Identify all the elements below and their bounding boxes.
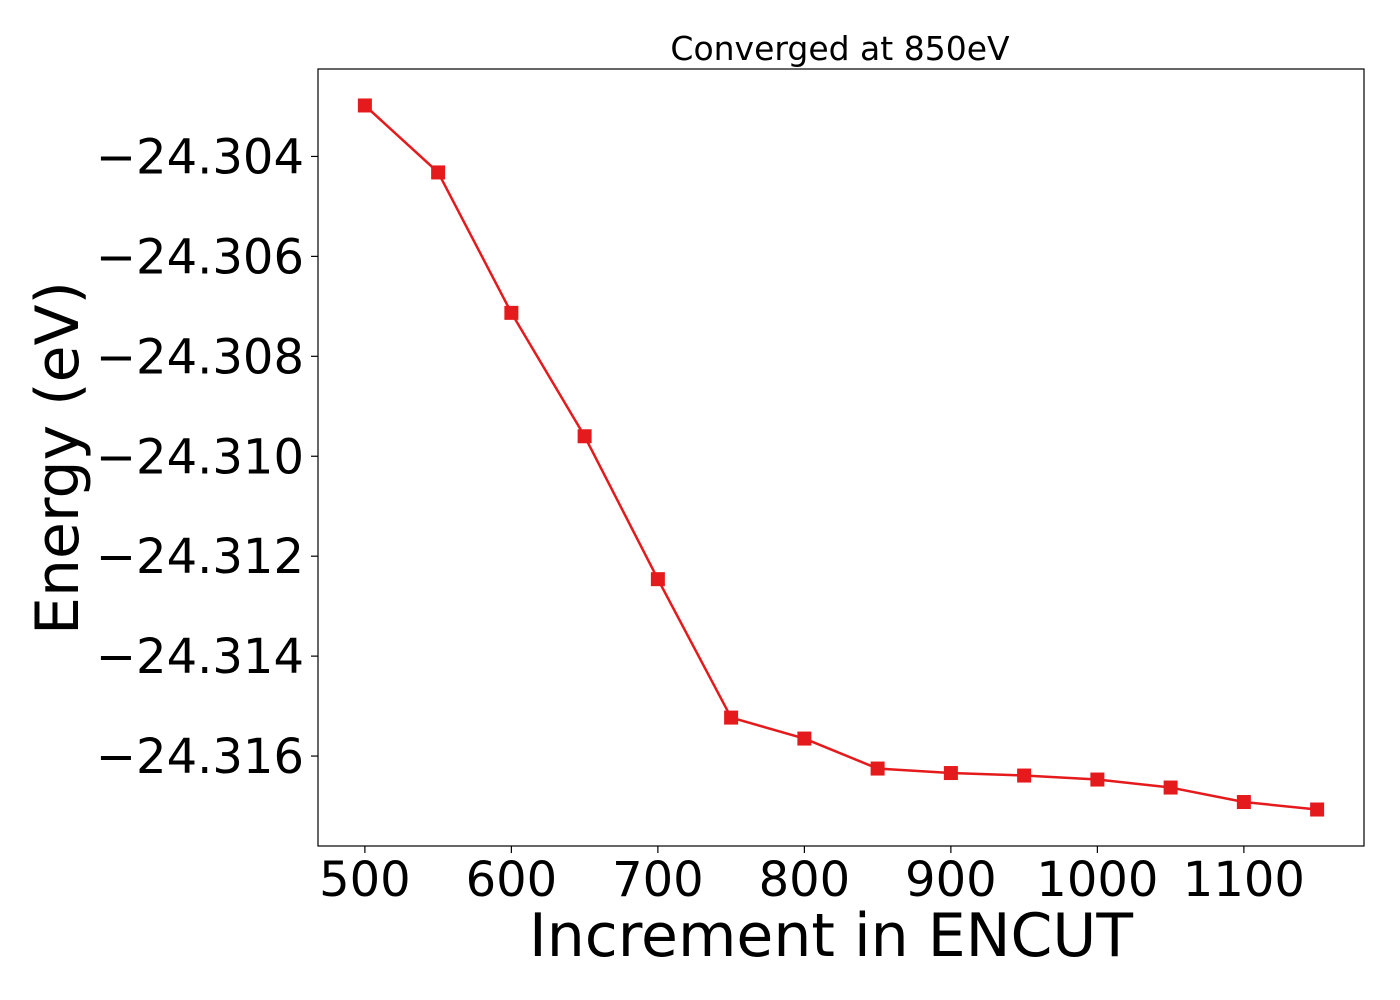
x-axis-title: Increment in ENCUT: [529, 901, 1133, 971]
data-point-marker: [504, 305, 519, 320]
x-axis: 500 600 700 800 900 1000 1100: [319, 846, 1305, 908]
data-point-marker: [1310, 802, 1325, 817]
y-tick-label: −24.308: [96, 329, 304, 385]
data-point-marker: [1236, 795, 1251, 810]
data-point-marker: [357, 98, 372, 113]
x-tick-label: 1100: [1183, 852, 1305, 908]
x-tick-label: 700: [612, 852, 704, 908]
x-tick-label: 500: [319, 852, 411, 908]
data-point-marker: [431, 165, 446, 180]
x-tick-label: 600: [466, 852, 558, 908]
plot-area-frame: [317, 68, 1365, 847]
data-point-marker: [577, 429, 592, 444]
series-line: [364, 104, 1318, 811]
x-tick-label: 900: [905, 852, 997, 908]
data-point-marker: [870, 761, 885, 776]
data-point-marker: [1017, 768, 1032, 783]
y-tick-label: −24.310: [96, 429, 304, 485]
y-tick-label: −24.304: [96, 129, 304, 185]
y-tick-label: −24.312: [96, 529, 304, 585]
data-point-marker: [650, 572, 665, 587]
data-point-marker: [943, 766, 958, 781]
chart-title: Converged at 850eV: [670, 29, 1010, 68]
y-tick-label: −24.306: [96, 229, 304, 285]
y-axis: −24.304 −24.306 −24.308 −24.310 −24.312 −24.3…: [96, 129, 318, 785]
data-point-marker: [1163, 780, 1178, 795]
data-point-marker: [797, 731, 812, 746]
x-tick-label: 800: [759, 852, 851, 908]
y-tick-label: −24.316: [96, 729, 304, 785]
data-point-marker: [724, 710, 739, 725]
data-point-marker: [1090, 772, 1105, 787]
series-layer: [357, 98, 1325, 817]
y-axis-title: Energy (eV): [23, 281, 93, 635]
x-tick-label: 1000: [1036, 852, 1158, 908]
y-tick-label: −24.314: [96, 629, 304, 685]
